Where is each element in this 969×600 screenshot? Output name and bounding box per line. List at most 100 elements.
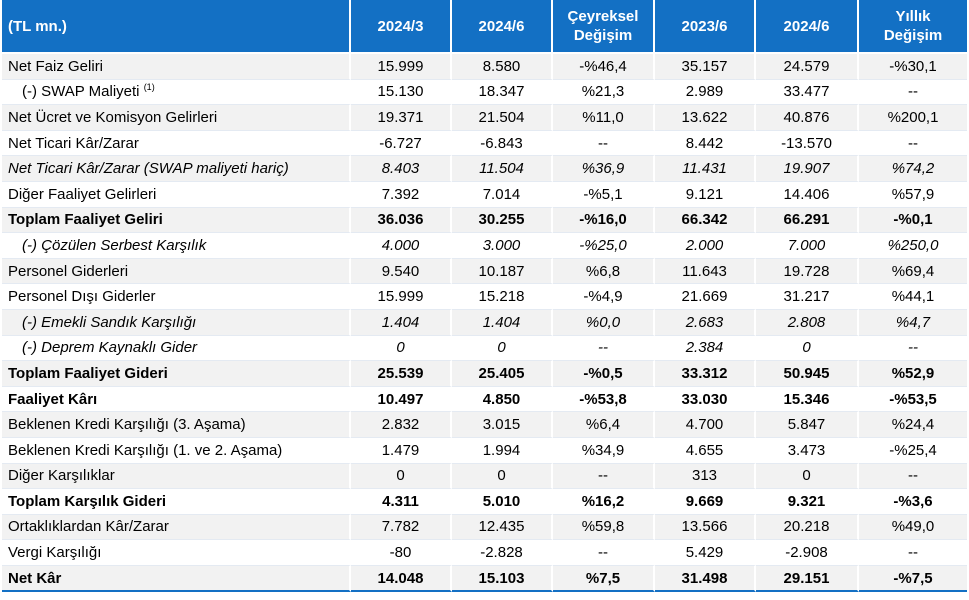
cell-2024-6-b: 14.406 — [756, 181, 859, 208]
cell-2024-6-b: 19.907 — [756, 156, 859, 182]
cell-2024-6: 18.347 — [452, 79, 553, 106]
row-expected-credit-loss-stage1-2: Beklenen Kredi Karşılığı (1. ve 2. Aşama… — [2, 437, 967, 464]
cell-qoq: -%53,8 — [553, 386, 655, 413]
row-label: Personel Dışı Giderler — [2, 284, 351, 310]
cell-2023-6: 4.655 — [655, 437, 756, 464]
cell-2024-3: 1.404 — [351, 309, 452, 336]
cell-yoy: %49,0 — [859, 514, 967, 541]
row-label: Toplam Faaliyet Gideri — [2, 361, 351, 387]
row-label-text: (-) SWAP Maliyeti — [22, 83, 140, 101]
cell-2023-6: 2.000 — [655, 233, 756, 259]
row-label: Personel Giderleri — [2, 258, 351, 285]
cell-2023-6: 5.429 — [655, 540, 756, 566]
cell-qoq: %59,8 — [553, 514, 655, 541]
cell-2023-6: 8.442 — [655, 130, 756, 157]
cell-2024-6: 3.015 — [452, 412, 553, 438]
cell-2024-6: 11.504 — [452, 156, 553, 182]
cell-2024-6-b: 19.728 — [756, 258, 859, 285]
cell-yoy: -%25,4 — [859, 438, 967, 464]
row-label: (-) SWAP Maliyeti (1) — [2, 79, 351, 106]
cell-2024-6-b: 31.217 — [756, 284, 859, 310]
row-net-profit: Net Kâr 14.048 15.103 %7,5 31.498 29.151… — [2, 565, 967, 593]
row-label: Net Ücret ve Komisyon Gelirleri — [2, 105, 351, 131]
cell-yoy: -- — [859, 131, 967, 157]
cell-2024-6: 30.255 — [452, 207, 553, 234]
header-row: (TL mn.) 2024/3 2024/6 Çeyreksel Değişim… — [2, 0, 967, 54]
header-col-2024-6-b: 2024/6 — [756, 0, 859, 54]
cell-2024-3: 8.403 — [351, 156, 452, 182]
row-income-from-subsidiaries: Ortaklıklardan Kâr/Zarar 7.782 12.435 %5… — [2, 514, 967, 541]
row-label: Beklenen Kredi Karşılığı (3. Aşama) — [2, 412, 351, 438]
cell-yoy: %69,4 — [859, 258, 967, 285]
cell-2024-3: 4.000 — [351, 233, 452, 259]
cell-qoq: -- — [553, 335, 655, 362]
cell-2024-6-b: 20.218 — [756, 514, 859, 541]
header-col-quarterly-change: Çeyreksel Değişim — [553, 0, 655, 54]
row-label: Toplam Faaliyet Geliri — [2, 207, 351, 234]
cell-yoy: %250,0 — [859, 233, 967, 259]
cell-yoy: %74,2 — [859, 156, 967, 182]
header-col-2024-6: 2024/6 — [452, 0, 553, 54]
cell-2024-6-b: 66.291 — [756, 207, 859, 234]
cell-2024-6-b: 29.151 — [756, 565, 859, 593]
cell-2024-6: 7.014 — [452, 181, 553, 208]
cell-2024-6-b: 3.473 — [756, 437, 859, 464]
cell-yoy: %52,9 — [859, 361, 967, 387]
cell-2024-3: 25.539 — [351, 361, 452, 387]
cell-qoq: -%16,0 — [553, 207, 655, 234]
cell-2024-6-b: -13.570 — [756, 130, 859, 157]
cell-yoy: %4,7 — [859, 309, 967, 336]
cell-2024-6-b: 0 — [756, 463, 859, 490]
header-unit-label: (TL mn.) — [2, 0, 351, 54]
cell-2024-6: 5.010 — [452, 489, 553, 515]
cell-qoq: -- — [553, 540, 655, 566]
row-label: Beklenen Kredi Karşılığı (1. ve 2. Aşama… — [2, 437, 351, 464]
cell-2023-6: 33.030 — [655, 386, 756, 413]
cell-2023-6: 33.312 — [655, 361, 756, 387]
cell-2024-3: 4.311 — [351, 489, 452, 515]
cell-2024-3: 10.497 — [351, 386, 452, 413]
cell-qoq: %6,4 — [553, 412, 655, 438]
cell-2023-6: 13.622 — [655, 105, 756, 131]
row-label: Toplam Karşılık Gideri — [2, 489, 351, 515]
cell-2024-6: 1.404 — [452, 309, 553, 336]
row-label: Vergi Karşılığı — [2, 540, 351, 566]
cell-2024-3: -6.727 — [351, 130, 452, 157]
cell-yoy: -%53,5 — [859, 387, 967, 413]
cell-qoq: %16,2 — [553, 489, 655, 515]
cell-yoy: -- — [859, 540, 967, 566]
cell-2024-6: 3.000 — [452, 233, 553, 259]
cell-qoq: %11,0 — [553, 105, 655, 131]
cell-2024-6: 21.504 — [452, 105, 553, 131]
header-col-yearly-change: Yıllık Değişim — [859, 0, 967, 54]
row-net-trading: Net Ticari Kâr/Zarar -6.727 -6.843 -- 8.… — [2, 130, 967, 157]
footnote-marker: (1) — [143, 82, 155, 93]
cell-2024-6: 25.405 — [452, 361, 553, 387]
row-label: Net Kâr — [2, 565, 351, 593]
cell-2024-6: 1.994 — [452, 437, 553, 464]
row-label: (-) Çözülen Serbest Karşılık — [2, 233, 351, 259]
cell-2024-6-b: 15.346 — [756, 386, 859, 413]
cell-2024-6-b: 50.945 — [756, 361, 859, 387]
row-label: Diğer Karşılıklar — [2, 463, 351, 490]
cell-2023-6: 11.431 — [655, 156, 756, 182]
table-header: (TL mn.) 2024/3 2024/6 Çeyreksel Değişim… — [2, 0, 967, 54]
cell-2024-6-b: 0 — [756, 335, 859, 362]
cell-qoq: %0,0 — [553, 309, 655, 336]
cell-2024-3: 9.540 — [351, 258, 452, 285]
cell-2024-3: 14.048 — [351, 565, 452, 593]
cell-2023-6: 2.989 — [655, 79, 756, 106]
cell-yoy: -%30,1 — [859, 54, 967, 80]
cell-2024-6: 15.103 — [452, 565, 553, 593]
cell-2024-6-b: 5.847 — [756, 412, 859, 438]
cell-2024-6: 4.850 — [452, 386, 553, 413]
row-total-operating-expenses: Toplam Faaliyet Gideri 25.539 25.405 -%0… — [2, 361, 967, 387]
cell-yoy: -%7,5 — [859, 565, 967, 593]
row-label: Diğer Faaliyet Gelirleri — [2, 181, 351, 208]
cell-2024-3: 7.392 — [351, 181, 452, 208]
cell-2024-6-b: 2.808 — [756, 309, 859, 336]
row-earthquake-expense: (-) Deprem Kaynaklı Gider 0 0 -- 2.384 0… — [2, 335, 967, 362]
row-personnel-expenses: Personel Giderleri 9.540 10.187 %6,8 11.… — [2, 258, 967, 285]
cell-2023-6: 31.498 — [655, 565, 756, 593]
cell-2024-6: 10.187 — [452, 258, 553, 285]
